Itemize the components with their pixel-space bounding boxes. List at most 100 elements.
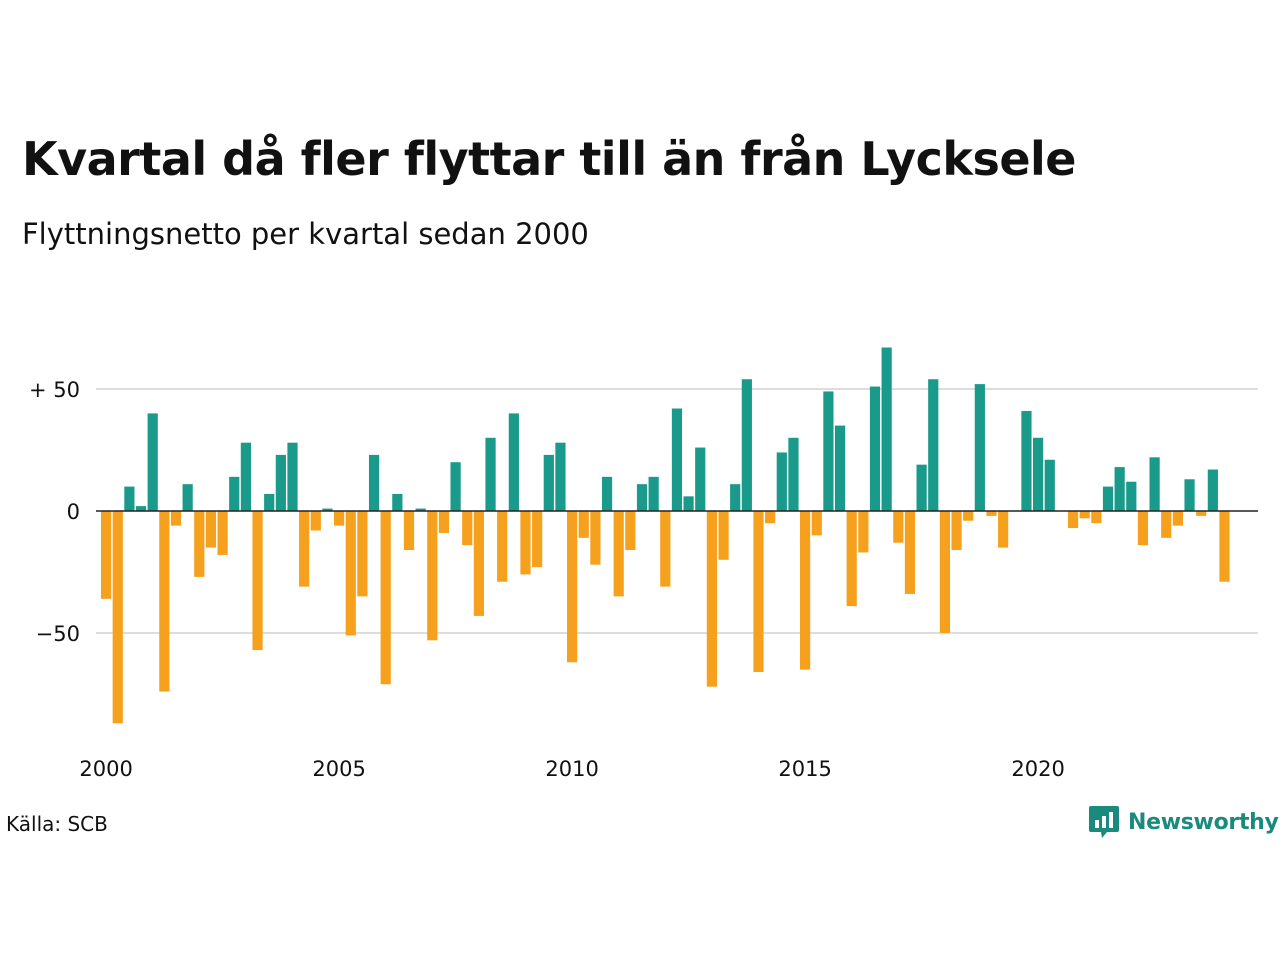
newsworthy-logo-text: Newsworthy — [1128, 809, 1279, 835]
bar-10 — [217, 511, 228, 555]
y-tick-label-2: −50 — [36, 622, 80, 646]
bar-5 — [159, 511, 170, 692]
bar-94 — [1196, 511, 1207, 516]
x-tick-label-3: 2015 — [778, 757, 831, 781]
bar-29 — [438, 511, 450, 533]
bar-68 — [893, 511, 904, 543]
bar-15 — [275, 454, 286, 511]
bar-81 — [1044, 459, 1055, 511]
bar-79 — [1021, 410, 1032, 511]
x-tick-label-4: 2020 — [1011, 757, 1064, 781]
bar-60 — [800, 511, 811, 670]
y-tick-label-0: + 50 — [29, 378, 80, 402]
bar-24 — [380, 511, 391, 685]
bar-1 — [112, 511, 123, 724]
bar-92 — [1172, 511, 1183, 526]
bar-71 — [928, 379, 939, 511]
bar-11 — [229, 476, 240, 511]
bar-89 — [1137, 511, 1149, 546]
bar-13 — [252, 511, 263, 651]
y-tick-label-1: 0 — [67, 500, 80, 524]
bar-58 — [776, 452, 787, 511]
bar-2 — [124, 486, 135, 511]
bar-33 — [485, 437, 496, 511]
newsworthy-logo: Newsworthy — [1088, 804, 1279, 840]
bar-23 — [368, 454, 380, 511]
bar-26 — [403, 511, 415, 551]
bar-52 — [706, 511, 717, 687]
bar-93 — [1184, 479, 1195, 511]
bar-61 — [811, 511, 822, 536]
bar-83 — [1067, 511, 1079, 529]
bar-14 — [264, 493, 275, 511]
bar-66 — [869, 386, 881, 511]
bar-70 — [916, 464, 927, 511]
bar-16 — [287, 442, 298, 511]
bar-21 — [345, 511, 356, 636]
bar-75 — [974, 384, 985, 511]
bar-51 — [695, 447, 706, 511]
bar-0 — [101, 511, 112, 599]
bar-36 — [520, 511, 531, 575]
bar-47 — [648, 476, 659, 511]
bar-88 — [1126, 481, 1137, 511]
bar-56 — [753, 511, 764, 673]
bar-53 — [718, 511, 729, 560]
bar-35 — [508, 413, 519, 511]
bar-38 — [543, 454, 554, 511]
bar-27 — [415, 508, 426, 511]
bar-43 — [601, 476, 613, 511]
bar-63 — [834, 425, 846, 511]
bar-54 — [730, 484, 741, 511]
newsworthy-logo-icon — [1089, 806, 1119, 838]
bar-25 — [392, 493, 403, 511]
bar-74 — [963, 511, 974, 521]
bar-45 — [625, 511, 636, 551]
chart-title: Kvartal då fler flyttar till än från Lyc… — [22, 132, 1077, 186]
bar-57 — [765, 511, 776, 524]
bar-95 — [1207, 469, 1218, 511]
bar-48 — [660, 511, 671, 587]
bar-64 — [846, 511, 857, 607]
bar-34 — [497, 511, 508, 582]
grid-layer — [96, 388, 1258, 634]
bar-44 — [613, 511, 624, 597]
axis-layer: + 50 0 −50 2000 2005 2010 2015 2020 — [29, 378, 1258, 781]
bar-80 — [1033, 437, 1044, 511]
bar-3 — [135, 506, 147, 511]
bar-46 — [636, 484, 648, 511]
bar-layer — [101, 347, 1230, 724]
bar-69 — [904, 511, 916, 594]
bar-20 — [334, 511, 345, 526]
bar-50 — [683, 496, 694, 511]
bar-41 — [578, 511, 589, 538]
bar-77 — [998, 511, 1009, 548]
bar-65 — [858, 511, 869, 553]
bar-40 — [567, 511, 578, 663]
bar-87 — [1114, 467, 1125, 511]
bar-32 — [473, 511, 484, 616]
bar-8 — [194, 511, 205, 577]
bar-37 — [532, 511, 543, 568]
bar-86 — [1102, 486, 1114, 511]
bar-39 — [555, 442, 566, 511]
bar-59 — [788, 437, 799, 511]
bar-31 — [462, 511, 473, 546]
bar-72 — [939, 511, 950, 633]
bar-9 — [205, 511, 217, 548]
bar-6 — [170, 511, 182, 526]
bar-85 — [1091, 511, 1102, 524]
bar-67 — [881, 347, 892, 511]
bar-73 — [951, 511, 962, 551]
bar-76 — [986, 511, 997, 516]
bar-96 — [1219, 511, 1230, 582]
bar-91 — [1161, 511, 1172, 538]
bar-30 — [450, 462, 461, 511]
bar-22 — [357, 511, 368, 597]
bar-42 — [590, 511, 601, 565]
bar-28 — [427, 511, 438, 641]
x-tick-label-1: 2005 — [312, 757, 365, 781]
bar-84 — [1079, 511, 1090, 519]
x-tick-label-0: 2000 — [79, 757, 132, 781]
